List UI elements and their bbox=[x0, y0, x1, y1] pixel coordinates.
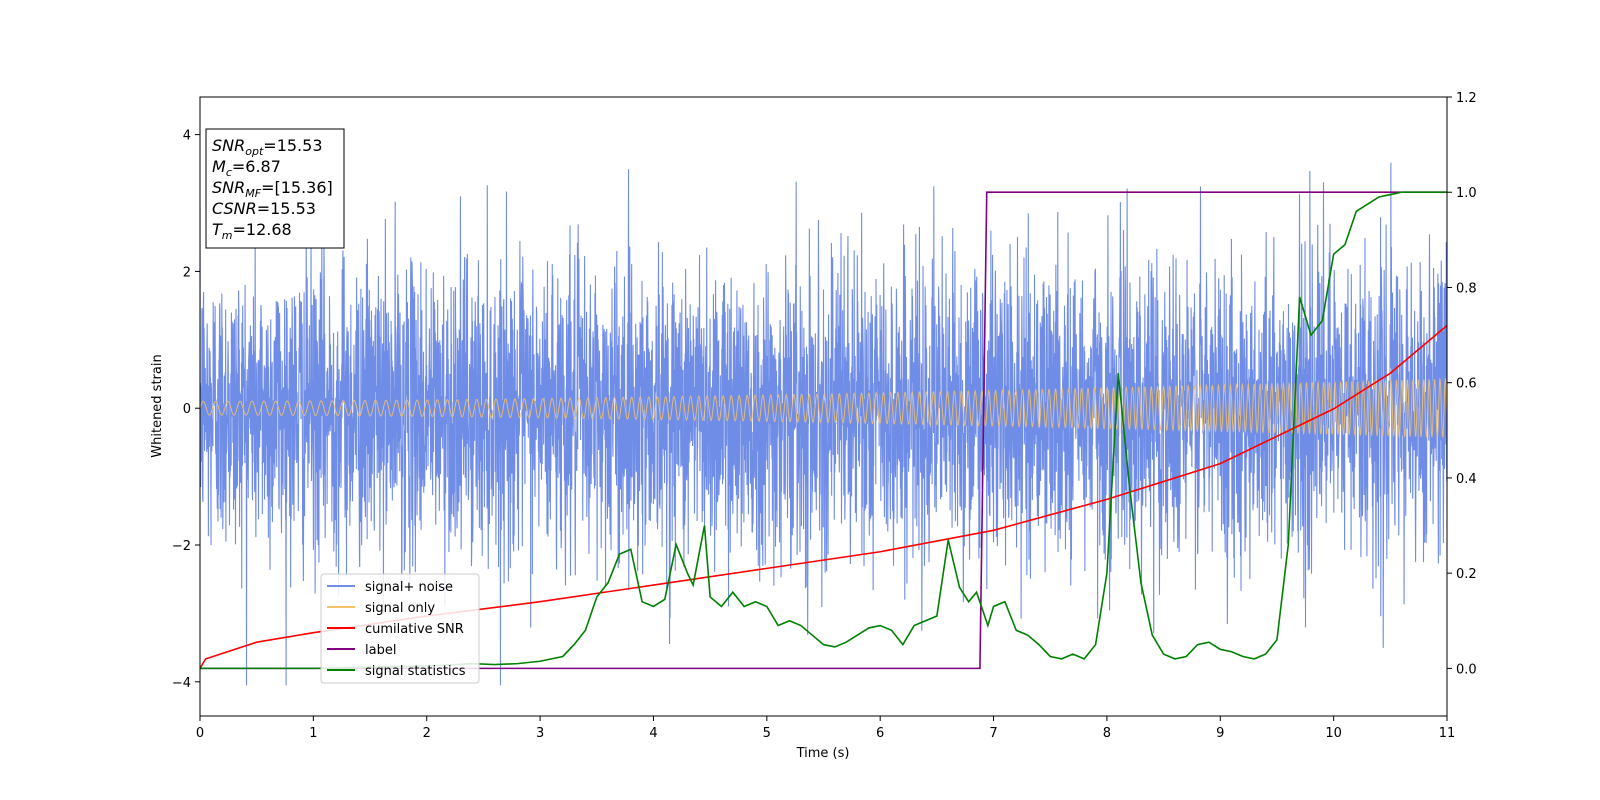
annotation-var: SNR bbox=[212, 136, 245, 155]
y2-tick-label: 1.0 bbox=[1456, 186, 1477, 201]
x-tick-label: 9 bbox=[1216, 726, 1224, 741]
annotation-line: CSNR=15.53 bbox=[212, 199, 316, 218]
legend-entry: signal+ noise bbox=[365, 580, 453, 595]
x-tick-label: 5 bbox=[763, 726, 771, 741]
y-tick-label: 0 bbox=[183, 402, 191, 417]
annotation-value: =15.53 bbox=[257, 199, 316, 218]
y2-tick-label: 1.2 bbox=[1456, 91, 1477, 106]
y2-tick-label: 0.4 bbox=[1456, 472, 1477, 487]
x-tick-label: 11 bbox=[1439, 726, 1456, 741]
annotation-sub: c bbox=[226, 166, 232, 179]
x-tick-label: 2 bbox=[423, 726, 431, 741]
annotation-var: CSNR bbox=[212, 199, 257, 218]
annotation-sub: MF bbox=[245, 187, 261, 200]
annotation-var: T bbox=[212, 220, 223, 239]
plot-frame bbox=[199, 96, 1448, 717]
legend-entry: cumilative SNR bbox=[365, 622, 464, 637]
x-tick-label: 3 bbox=[536, 726, 544, 741]
annotation-value: =15.53 bbox=[263, 136, 322, 155]
y2-tick-label: 0.8 bbox=[1456, 281, 1477, 296]
y-axis-left: −4 −2 0 2 4 bbox=[172, 129, 200, 691]
annotation-sub: opt bbox=[245, 145, 264, 158]
y-tick-label: −4 bbox=[172, 676, 191, 691]
legend-entry: signal statistics bbox=[365, 664, 466, 679]
y2-tick-label: 0.2 bbox=[1456, 567, 1477, 582]
y-tick-label: −2 bbox=[172, 539, 191, 554]
annotation-value: =[15.36] bbox=[261, 178, 333, 197]
x-tick-label: 8 bbox=[1103, 726, 1111, 741]
x-tick-label: 6 bbox=[876, 726, 884, 741]
annotation-value: =6.87 bbox=[232, 157, 281, 176]
series-label bbox=[200, 191, 1447, 670]
legend: signal+ noise signal only cumilative SNR la… bbox=[320, 573, 480, 684]
x-tick-label: 0 bbox=[196, 726, 204, 741]
x-tick-label: 10 bbox=[1325, 726, 1342, 741]
series-layer bbox=[200, 162, 1447, 686]
annotation-line: Mc=6.87 bbox=[212, 157, 281, 179]
y-tick-label: 4 bbox=[183, 129, 191, 144]
annotation-frame bbox=[205, 128, 345, 249]
y2-tick-label: 0.0 bbox=[1456, 662, 1477, 677]
series-signal-only bbox=[200, 377, 1447, 439]
annotation-value: =12.68 bbox=[233, 220, 292, 239]
x-tick-label: 4 bbox=[649, 726, 657, 741]
annotation-box: SNRopt=15.53Mc=6.87SNRMF=[15.36]CSNR=15.… bbox=[205, 128, 345, 249]
x-tick-label: 7 bbox=[989, 726, 997, 741]
x-axis-label: Time (s) bbox=[796, 746, 850, 761]
y-axis-label: Whitened strain bbox=[150, 354, 165, 457]
series-cumulative-snr bbox=[200, 324, 1447, 669]
annotation-var: SNR bbox=[212, 178, 245, 197]
legend-frame bbox=[320, 573, 480, 684]
series-signal-statistics bbox=[200, 191, 1447, 670]
x-tick-label: 1 bbox=[309, 726, 317, 741]
annotation-var: M bbox=[212, 157, 226, 176]
annotation-line: SNRMF=[15.36] bbox=[212, 178, 333, 200]
legend-entry: signal only bbox=[365, 601, 435, 616]
y2-tick-label: 0.6 bbox=[1456, 377, 1477, 392]
x-axis: 0 1 2 3 4 5 6 7 8 9 10 11 bbox=[196, 716, 1455, 741]
annotation-line: SNRopt=15.53 bbox=[212, 136, 323, 158]
annotation-sub: m bbox=[222, 229, 233, 242]
annotation-line: Tm=12.68 bbox=[212, 220, 292, 242]
y-axis-right: 0.0 0.2 0.4 0.6 0.8 1.0 1.2 bbox=[1447, 91, 1477, 677]
series-signal-noise bbox=[200, 162, 1447, 686]
legend-entry: label bbox=[365, 643, 396, 658]
y-tick-label: 2 bbox=[183, 265, 191, 280]
